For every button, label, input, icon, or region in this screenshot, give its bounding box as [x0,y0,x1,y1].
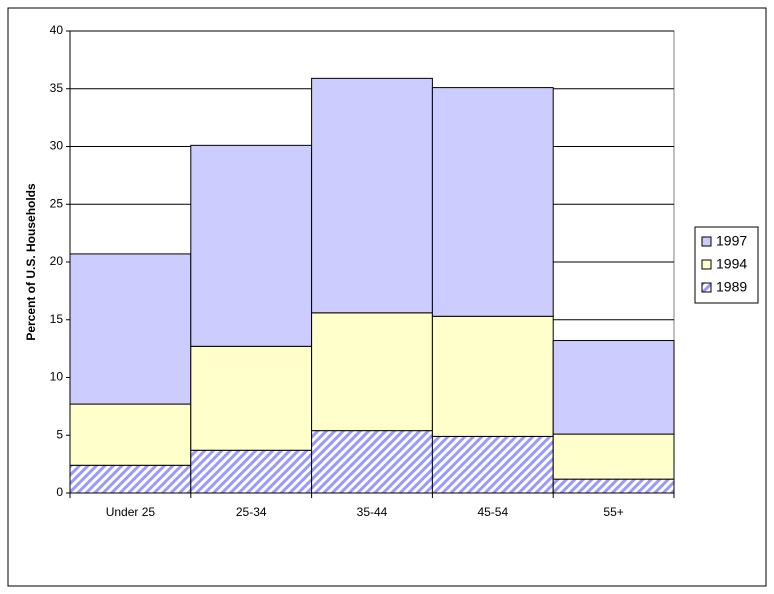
bar-segment [69,403,192,466]
legend-label: 1997 [716,233,747,249]
y-tick-label: 10 [50,370,64,384]
legend-label: 1989 [716,279,747,295]
y-tick-label: 15 [50,312,64,326]
x-tick-label: 35-44 [357,505,388,519]
x-tick-label: 45-54 [477,505,508,519]
bar-segment [190,345,313,451]
bar-segment [311,312,433,432]
y-tick-label: 35 [50,81,64,95]
y-axis-label: Percent of U.S. Households [24,183,38,341]
bar-segment [190,449,313,494]
bar-segment [69,253,192,405]
bar-segment [552,433,675,480]
legend-swatch [701,282,712,293]
legend-label: 1994 [716,256,747,272]
x-tick-label: 55+ [603,505,623,519]
bar-segment [311,77,433,314]
y-tick-label: 25 [50,196,64,210]
bar-segment [190,144,313,347]
bar-segment [552,340,675,435]
x-tick-label: Under 25 [106,505,156,519]
x-tick-label: 25-34 [236,505,267,519]
y-tick-label: 30 [50,139,64,153]
bar-segment [431,315,554,437]
y-tick-label: 5 [56,427,63,441]
bar-segment [431,87,554,317]
bar-segment [552,478,675,494]
bar-segment [431,435,554,494]
y-tick-label: 40 [50,23,64,37]
legend-swatch [701,236,712,247]
bar-segment [69,464,192,494]
bar-segment [311,430,433,494]
y-tick-label: 0 [56,485,63,499]
y-tick-label: 20 [50,254,64,268]
legend-swatch [701,259,712,270]
